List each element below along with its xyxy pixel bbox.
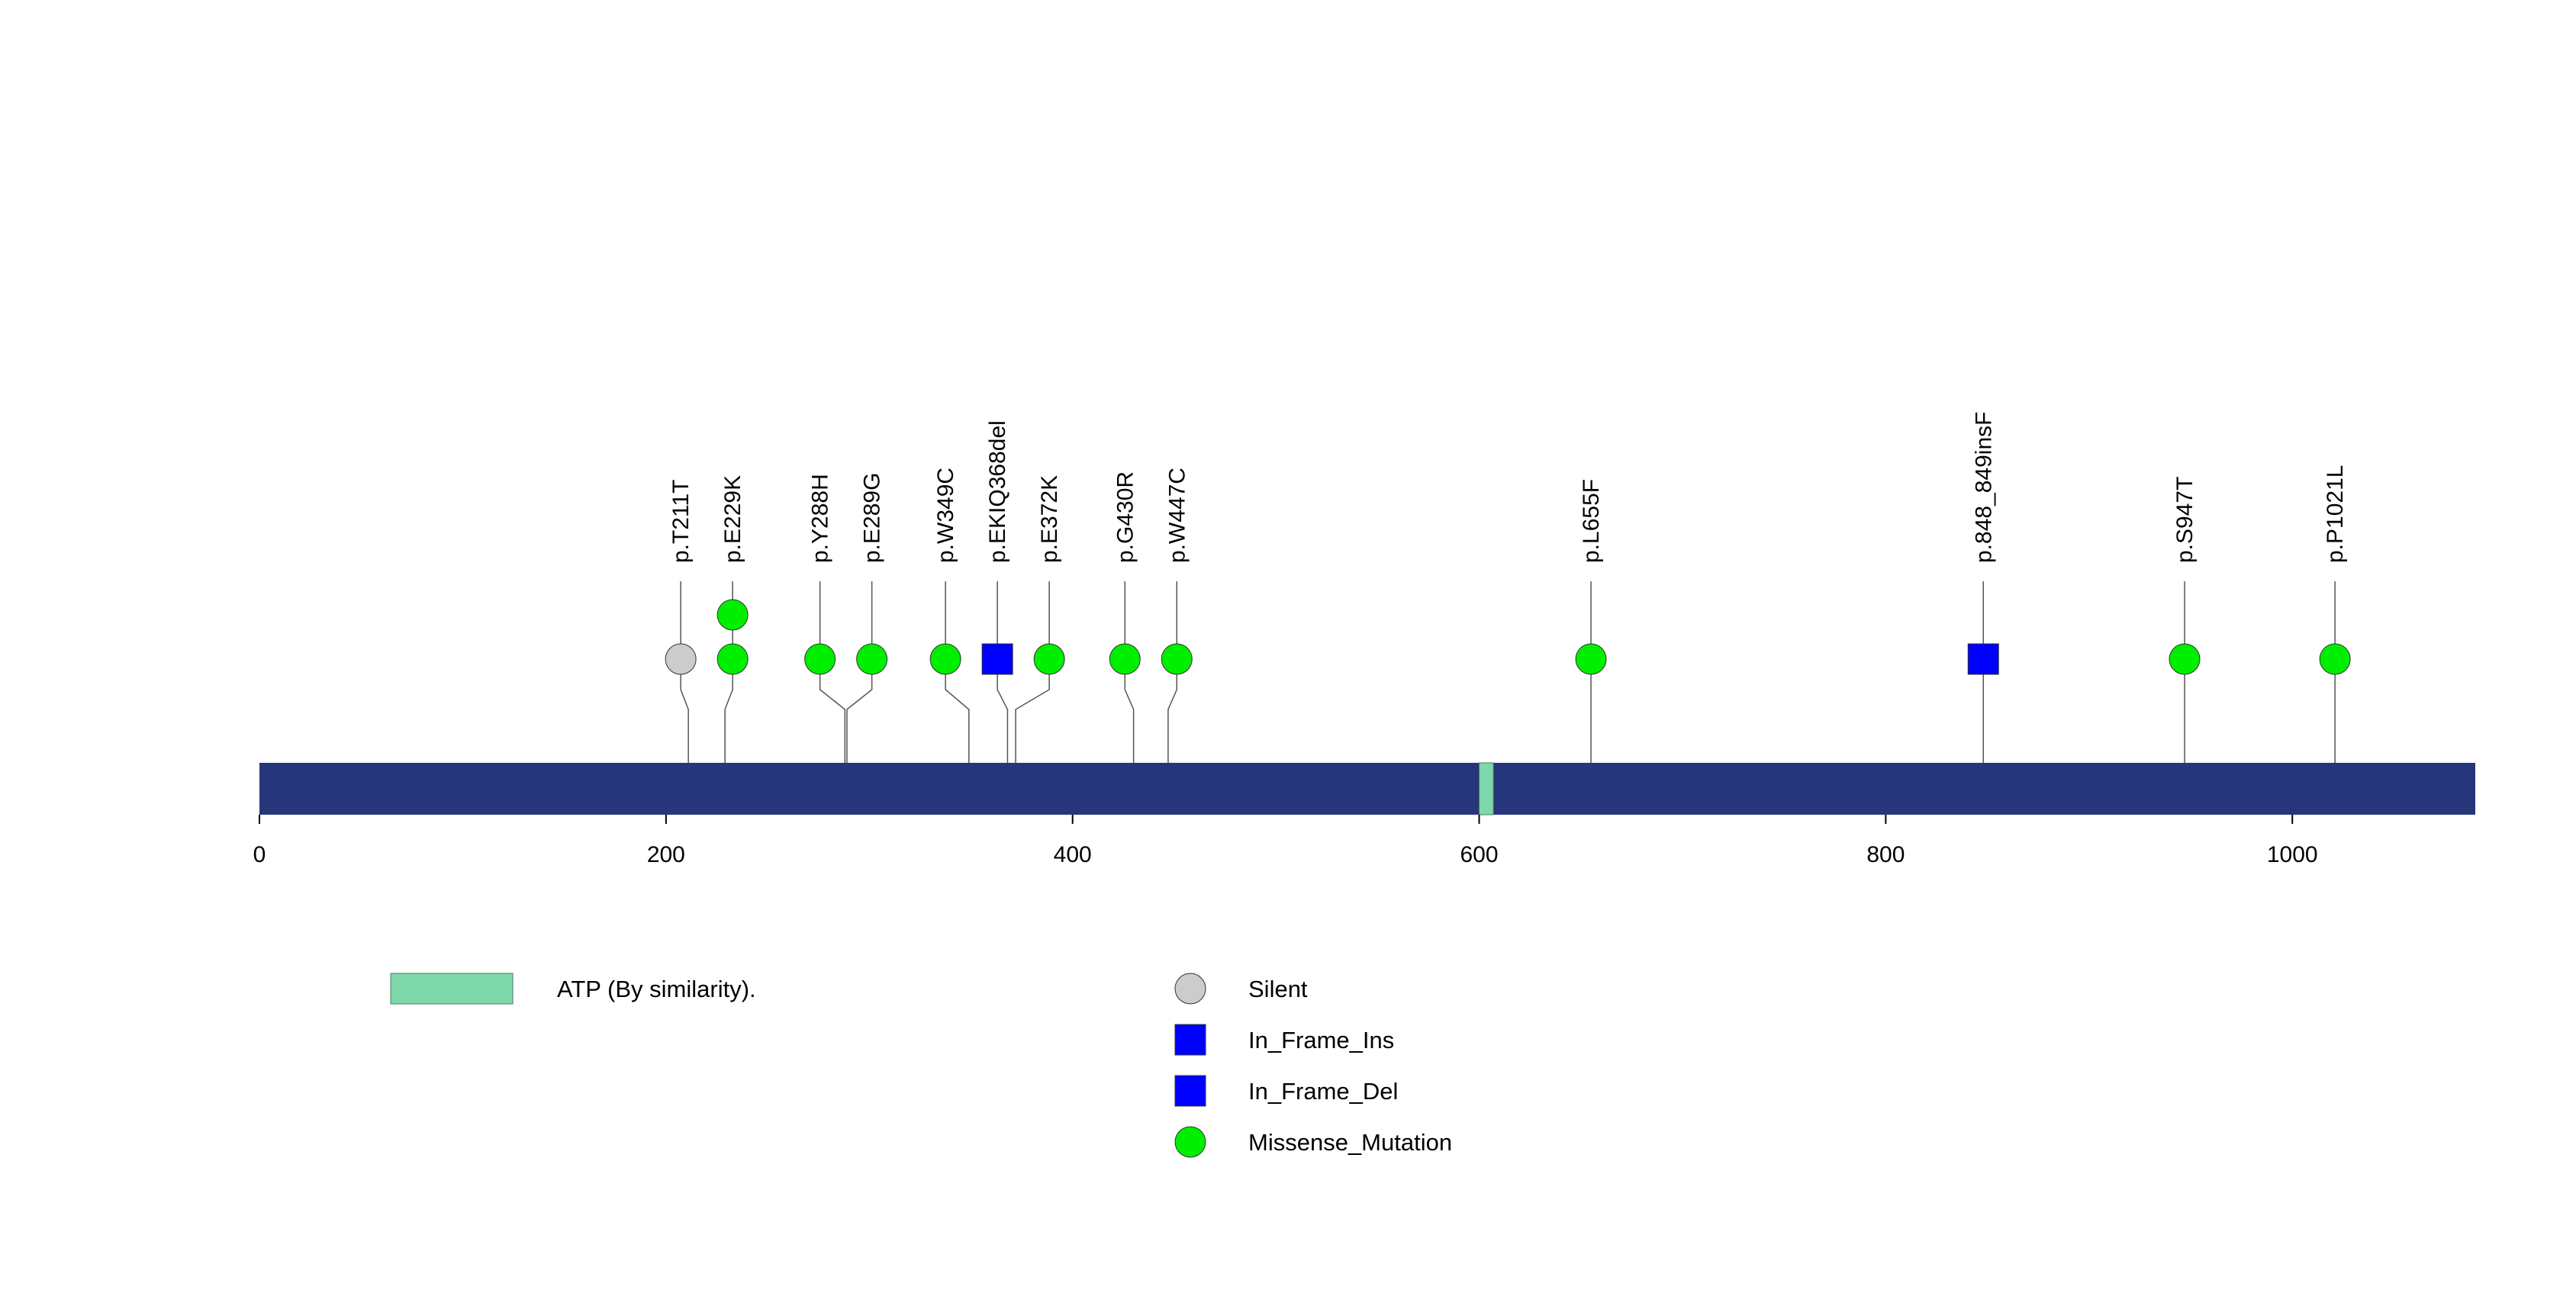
mutation-label: p.Y288H bbox=[808, 474, 833, 563]
axis-tick-label: 400 bbox=[1054, 842, 1092, 867]
legend-type-label: Silent bbox=[1248, 976, 1308, 1002]
axis-tick-label: 1000 bbox=[2267, 842, 2318, 867]
mutation-label: p.E229K bbox=[720, 475, 745, 563]
legend-domain-label: ATP (By similarity). bbox=[557, 976, 756, 1002]
legend-type-label: Missense_Mutation bbox=[1248, 1129, 1452, 1156]
mutation-marker[interactable] bbox=[716, 643, 749, 675]
mutation-connector bbox=[997, 581, 1009, 815]
legend-type-swatch bbox=[1174, 973, 1206, 1005]
mutation-marker[interactable] bbox=[929, 643, 961, 675]
domain-atp bbox=[1479, 762, 1494, 815]
mutation-connector bbox=[1167, 581, 1178, 815]
legend-type-swatch bbox=[1174, 1075, 1206, 1107]
legend-domain-swatch bbox=[390, 973, 514, 1005]
mutation-connector bbox=[1015, 581, 1050, 815]
mutation-marker[interactable] bbox=[665, 643, 697, 675]
mutation-label: p.L655F bbox=[1579, 479, 1604, 563]
mutation-markers bbox=[665, 599, 2351, 675]
mutation-marker[interactable] bbox=[1109, 643, 1141, 675]
legend-type-swatch bbox=[1174, 1024, 1206, 1056]
x-axis: 0 200 400 600 800 1000 bbox=[253, 815, 2318, 867]
mutation-connector bbox=[846, 581, 873, 815]
legend-type-swatch bbox=[1174, 1126, 1206, 1158]
legend-type-label: In_Frame_Ins bbox=[1248, 1027, 1394, 1053]
mutation-label: p.G430R bbox=[1113, 471, 1138, 563]
mutation-marker[interactable] bbox=[1575, 643, 1607, 675]
mutation-marker[interactable] bbox=[1967, 643, 1999, 675]
axis-tick-label: 600 bbox=[1460, 842, 1499, 867]
mutation-label: p.T211T bbox=[668, 480, 694, 564]
mutation-marker[interactable] bbox=[1161, 643, 1193, 675]
legend-type-label: In_Frame_Del bbox=[1248, 1078, 1398, 1105]
mutation-connector bbox=[819, 581, 846, 815]
mutation-label: p.E372K bbox=[1037, 475, 1062, 563]
mutation-marker[interactable] bbox=[981, 643, 1013, 675]
mutation-marker[interactable] bbox=[804, 643, 836, 675]
axis-tick-label: 200 bbox=[647, 842, 685, 867]
mutation-connector bbox=[1124, 581, 1135, 815]
mutation-label: p.E289G bbox=[860, 473, 885, 563]
mutation-label: p.P1021L bbox=[2323, 465, 2348, 563]
legend: ATP (By similarity). Silent In_Frame_Ins In… bbox=[390, 973, 1452, 1158]
mutation-labels: p.T211T p.E229K p.Y288H p.E289G p.W349C p.EKI… bbox=[668, 412, 2348, 564]
axis-tick-label: 800 bbox=[1866, 842, 1905, 867]
mutation-marker[interactable] bbox=[716, 599, 749, 631]
mutation-marker[interactable] bbox=[1033, 643, 1065, 675]
axis-tick-label: 0 bbox=[253, 842, 266, 867]
mutation-marker[interactable] bbox=[856, 643, 888, 675]
mutation-connector bbox=[945, 581, 970, 815]
mutation-label: p.EKIQ368del bbox=[985, 420, 1010, 563]
mutation-label: p.W447C bbox=[1164, 468, 1190, 563]
mutation-label: p.W349C bbox=[933, 468, 958, 563]
connector-lines bbox=[680, 581, 2336, 815]
mutation-marker[interactable] bbox=[2319, 643, 2351, 675]
mutation-label: p.848_849insF bbox=[1971, 412, 1996, 564]
mutation-label: p.S947T bbox=[2172, 477, 2198, 563]
protein-track bbox=[259, 762, 2475, 815]
mutation-marker[interactable] bbox=[2169, 643, 2201, 675]
protein-bar bbox=[259, 763, 2475, 815]
mutation-connector bbox=[724, 581, 733, 815]
mutation-connector bbox=[680, 581, 689, 815]
